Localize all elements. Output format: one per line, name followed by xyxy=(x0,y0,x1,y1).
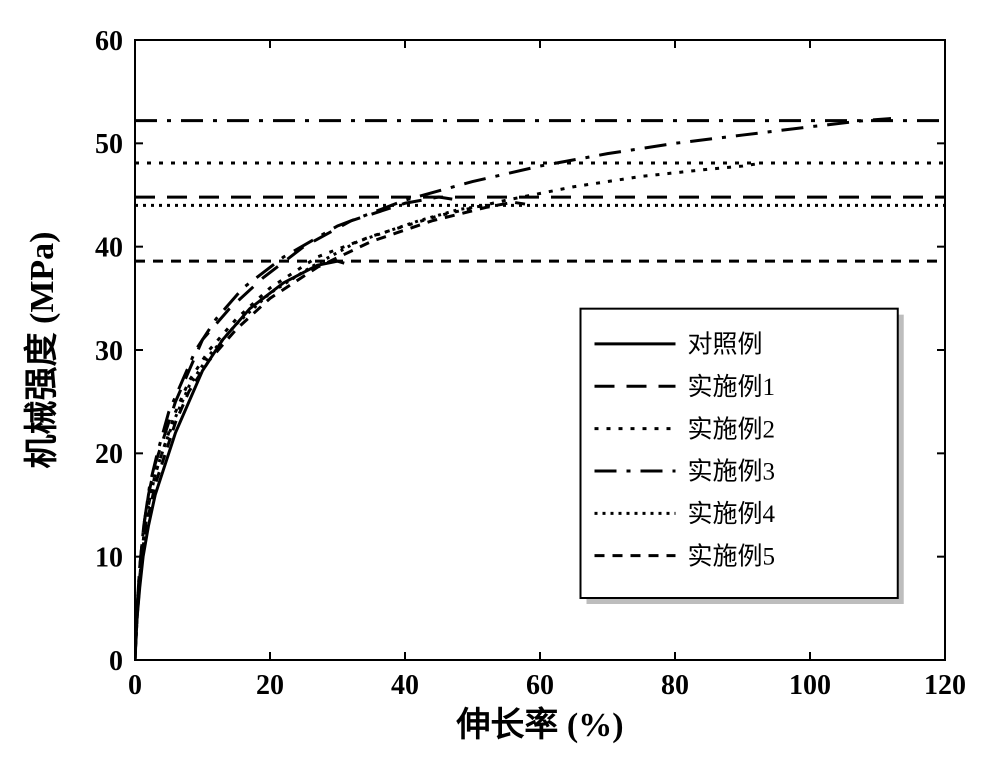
x-axis-label: 伸长率 (%) xyxy=(455,706,623,744)
legend-label: 实施例2 xyxy=(688,415,776,443)
x-tick-label: 100 xyxy=(789,670,831,701)
y-tick-label: 50 xyxy=(95,129,123,160)
legend-label: 实施例3 xyxy=(688,458,776,486)
y-tick-label: 20 xyxy=(95,439,123,470)
y-tick-label: 0 xyxy=(109,646,123,677)
x-tick-label: 40 xyxy=(391,670,419,701)
x-tick-label: 0 xyxy=(128,670,142,701)
legend-label: 实施例5 xyxy=(688,542,776,570)
y-tick-label: 30 xyxy=(95,336,123,367)
legend-label: 实施例1 xyxy=(688,373,776,401)
chart-svg: 0 20 40 60 80 100 120 0 10 20 30 40 50 60 伸长率 (%) 机械强度 … xyxy=(0,0,1000,765)
y-tick-label: 60 xyxy=(95,26,123,57)
x-tick-label: 120 xyxy=(924,670,966,701)
y-axis-label: 机械强度 (MPa) xyxy=(23,231,61,468)
y-tick-label: 10 xyxy=(95,542,123,573)
y-tick-label: 40 xyxy=(95,232,123,263)
x-tick-label: 20 xyxy=(256,670,284,701)
legend-label: 实施例4 xyxy=(688,500,776,528)
stress-strain-chart: 0 20 40 60 80 100 120 0 10 20 30 40 50 60 伸长率 (%) 机械强度 … xyxy=(0,0,1000,765)
legend-label: 对照例 xyxy=(688,331,763,359)
x-tick-label: 80 xyxy=(661,670,689,701)
x-tick-label: 60 xyxy=(526,670,554,701)
